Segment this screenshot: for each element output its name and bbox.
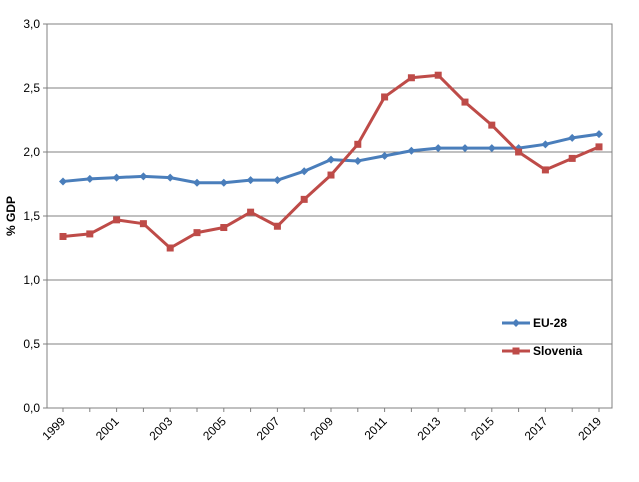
data-point bbox=[327, 171, 335, 179]
data-point bbox=[487, 144, 496, 153]
data-point bbox=[381, 93, 389, 101]
data-point bbox=[112, 173, 121, 182]
data-point bbox=[541, 166, 549, 174]
data-point bbox=[193, 178, 201, 187]
series-slovenia bbox=[59, 71, 603, 252]
data-point bbox=[300, 167, 309, 176]
y-axis: 0,0 0,5 1,0 1,5 2,0 2,5 3,0 bbox=[23, 17, 47, 415]
data-point bbox=[220, 224, 228, 232]
data-point bbox=[353, 156, 362, 165]
x-axis: 1999 2001 2003 2005 2007 2009 2011 2013 2015 2017… bbox=[39, 408, 604, 443]
data-point bbox=[139, 172, 148, 181]
y-tick-label: 3,0 bbox=[23, 17, 40, 31]
legend-label: Slovenia bbox=[533, 344, 583, 358]
data-point bbox=[434, 71, 442, 79]
x-tick-label: 2001 bbox=[93, 414, 122, 443]
data-point bbox=[139, 220, 147, 228]
y-tick-label: 2,0 bbox=[23, 145, 40, 159]
y-tick-label: 2,5 bbox=[23, 81, 40, 95]
legend: EU-28 Slovenia bbox=[502, 316, 583, 358]
y-tick-label: 0,0 bbox=[23, 401, 40, 415]
data-point bbox=[300, 195, 308, 203]
x-tick-label: 2011 bbox=[362, 414, 390, 442]
data-point bbox=[273, 222, 281, 230]
x-tick-label: 2019 bbox=[575, 414, 604, 443]
x-tick-label: 2003 bbox=[147, 414, 176, 443]
data-point bbox=[59, 232, 67, 240]
series-eu-28 bbox=[59, 130, 603, 187]
x-tick-label: 1999 bbox=[39, 414, 68, 443]
data-point bbox=[515, 148, 523, 156]
data-point bbox=[85, 174, 94, 183]
legend-item: Slovenia bbox=[502, 344, 583, 358]
legend-marker bbox=[512, 347, 520, 355]
data-point bbox=[568, 154, 576, 162]
series bbox=[59, 71, 603, 252]
y-tick-label: 1,0 bbox=[23, 273, 40, 287]
data-point bbox=[461, 144, 469, 153]
data-point bbox=[461, 98, 469, 106]
data-point bbox=[219, 178, 228, 187]
data-point bbox=[488, 121, 496, 129]
x-tick-label: 2005 bbox=[200, 414, 229, 443]
data-point bbox=[380, 151, 389, 160]
data-point bbox=[247, 208, 255, 216]
data-point bbox=[246, 176, 255, 185]
legend-item: EU-28 bbox=[502, 316, 567, 330]
data-point bbox=[166, 244, 174, 252]
x-tick-label: 2017 bbox=[522, 414, 551, 443]
data-point bbox=[59, 177, 67, 186]
data-point bbox=[86, 230, 94, 238]
data-point bbox=[568, 133, 577, 142]
data-point bbox=[327, 155, 335, 164]
data-point bbox=[193, 229, 201, 237]
data-point bbox=[113, 216, 121, 224]
x-tick-label: 2007 bbox=[254, 414, 283, 443]
x-tick-label: 2009 bbox=[307, 414, 336, 443]
y-axis-title: % GDP bbox=[4, 196, 18, 236]
data-point bbox=[166, 173, 175, 182]
data-point bbox=[595, 130, 603, 139]
y-tick-label: 1,5 bbox=[23, 209, 40, 223]
legend-label: EU-28 bbox=[533, 316, 567, 330]
data-point bbox=[595, 143, 603, 151]
data-point bbox=[273, 176, 282, 185]
y-tick-label: 0,5 bbox=[23, 337, 40, 351]
data-point bbox=[541, 140, 550, 149]
data-point bbox=[407, 146, 416, 155]
data-point bbox=[407, 74, 415, 82]
data-point bbox=[354, 140, 362, 148]
x-tick-label: 2015 bbox=[468, 414, 497, 443]
x-tick-label: 2013 bbox=[415, 414, 444, 443]
data-point bbox=[434, 144, 443, 153]
legend-marker bbox=[512, 319, 520, 327]
